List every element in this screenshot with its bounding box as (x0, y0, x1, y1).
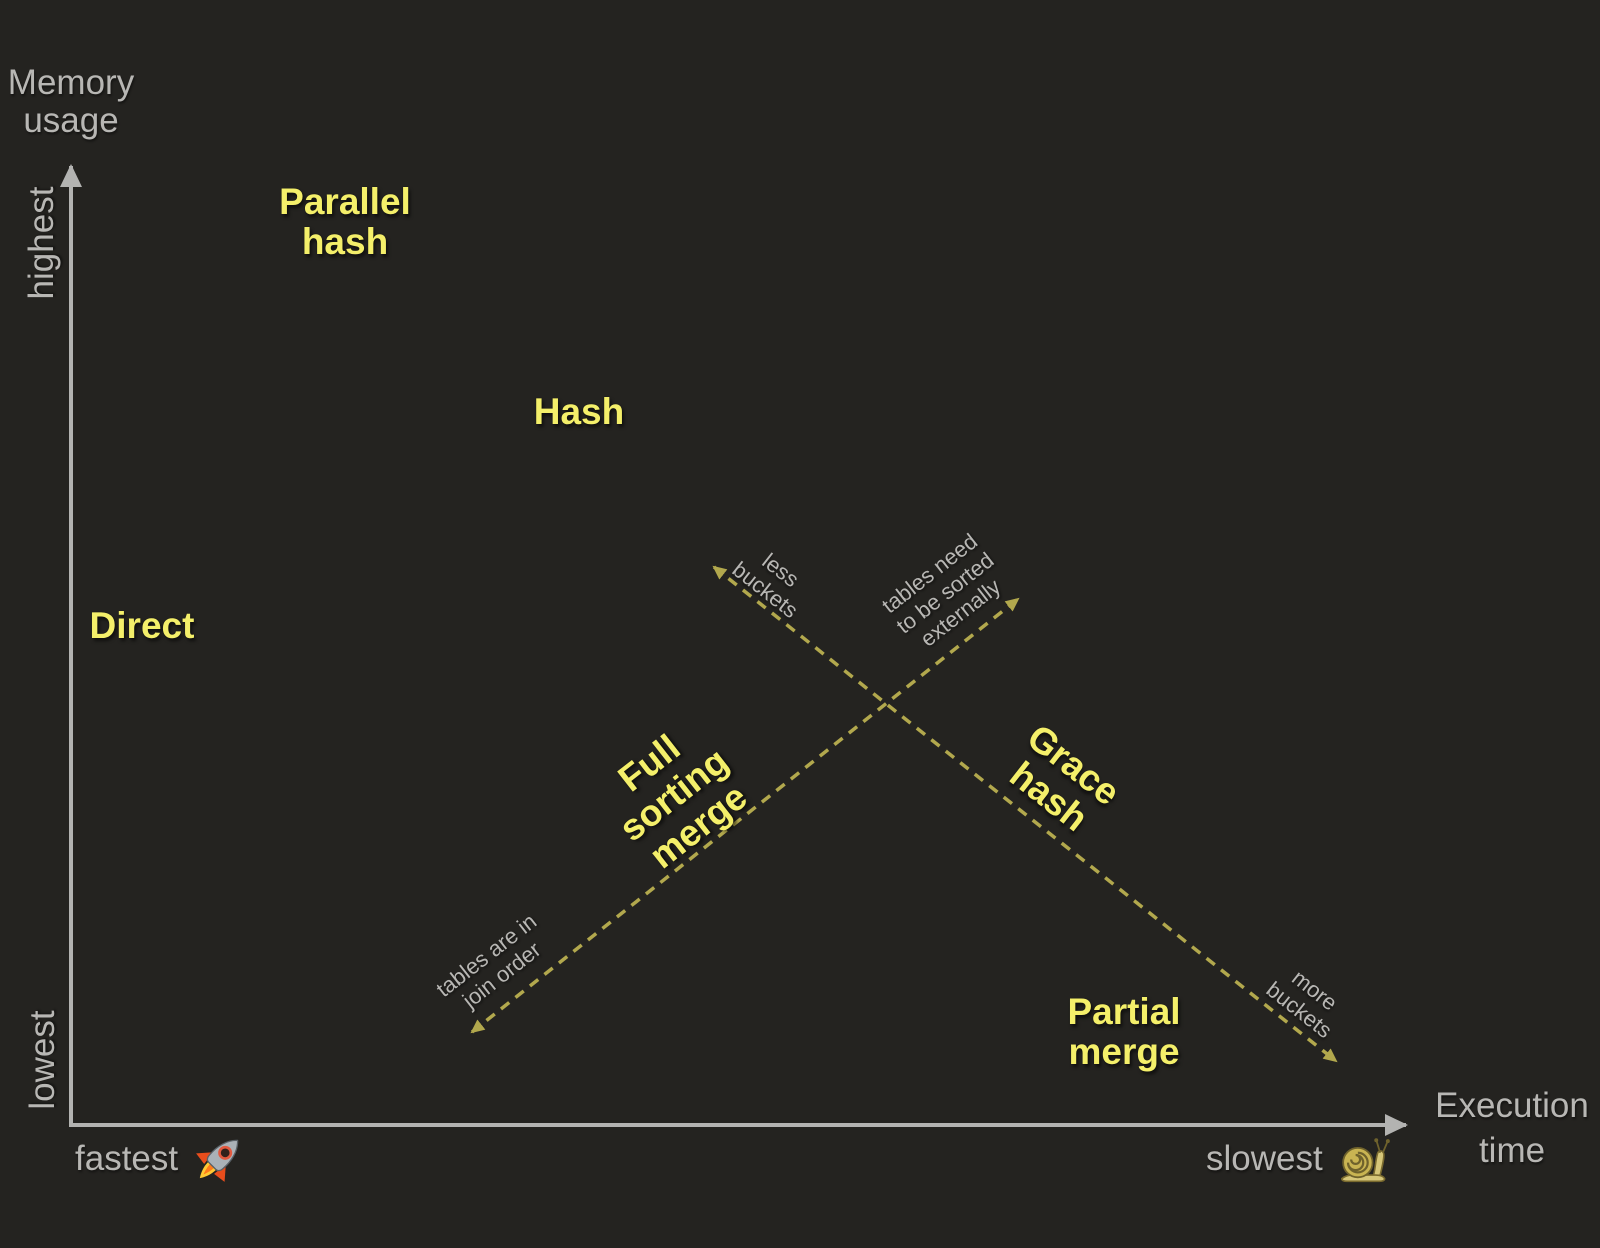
x-axis-title-line2: time (1478, 1131, 1546, 1170)
x-axis-fastest-group: fastest (75, 1130, 247, 1188)
x-axis-title-line1: Execution (1435, 1086, 1589, 1125)
method-label-line: Partial (1067, 991, 1181, 1032)
method-hash: Hash (533, 391, 625, 432)
x-axis-slowest-group: slowest (1206, 1130, 1394, 1188)
y-axis-min-label: lowest (23, 1010, 62, 1110)
x-axis-title: Execution time (1435, 1083, 1589, 1173)
y-axis-title-line2: usage (23, 101, 119, 140)
method-label-line: hash (301, 221, 389, 262)
sorting-arrow-line (470, 597, 1020, 1034)
method-parallel-hash: Parallel hash (279, 182, 411, 262)
buckets-arrow-line (712, 565, 1338, 1063)
method-direct: Direct (89, 605, 195, 646)
x-axis-slowest-label: slowest (1206, 1139, 1323, 1178)
y-axis-max-label: highest (22, 186, 61, 300)
method-label-line: Parallel (279, 181, 411, 222)
y-axis-title: Memory usage (8, 64, 134, 140)
method-label-line: merge (1068, 1031, 1180, 1072)
rocket-icon (196, 1139, 239, 1182)
method-partial-merge: Partial merge (1067, 992, 1180, 1072)
snail-icon (1340, 1138, 1390, 1183)
x-axis-fastest-label: fastest (75, 1139, 179, 1178)
y-axis-title-line1: Memory (7, 63, 135, 102)
